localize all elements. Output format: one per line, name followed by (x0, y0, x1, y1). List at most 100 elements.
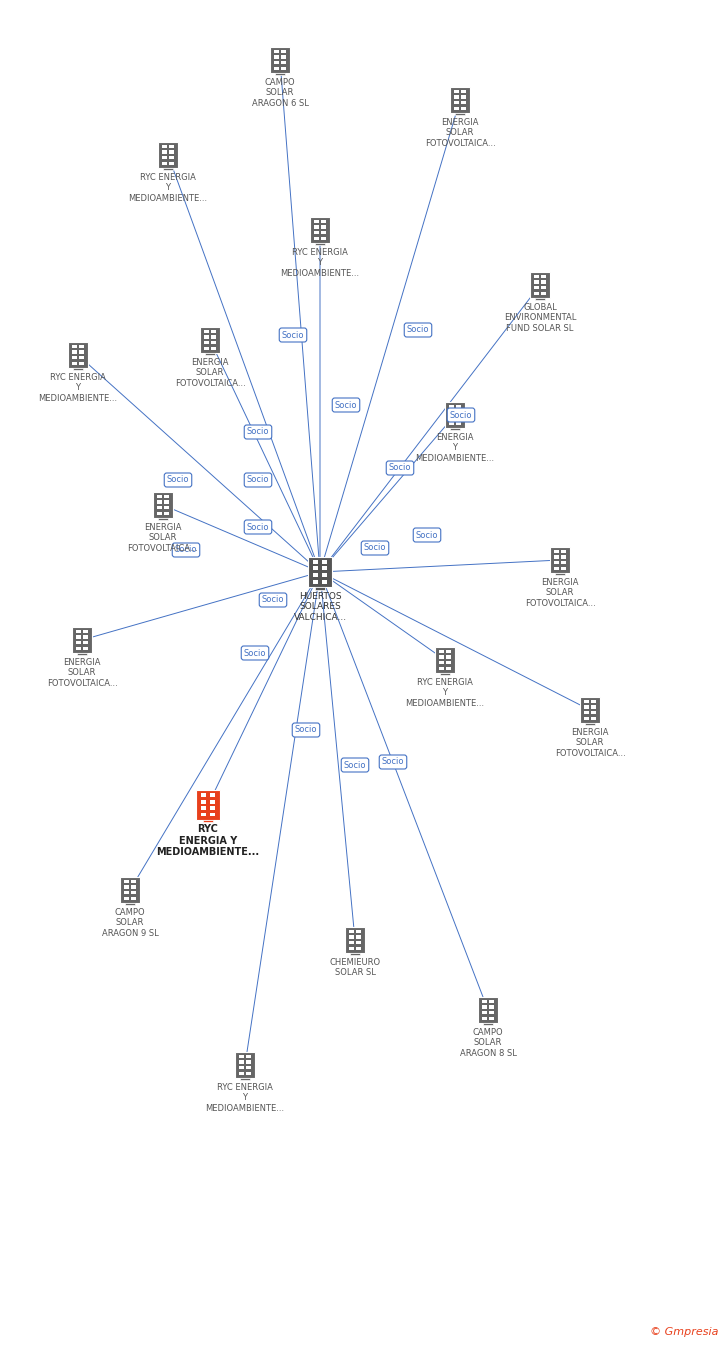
Text: Socio: Socio (262, 596, 284, 604)
Bar (157, 511, 162, 515)
Bar (456, 410, 461, 414)
Bar (239, 1072, 244, 1075)
Bar (561, 566, 566, 570)
Bar (132, 897, 136, 900)
Bar (314, 588, 325, 590)
Bar (554, 555, 558, 558)
Bar (210, 806, 215, 810)
Bar (72, 350, 76, 354)
Bar (200, 327, 220, 352)
Bar (439, 655, 443, 659)
Bar (76, 629, 81, 633)
Bar (308, 557, 332, 588)
Bar (482, 999, 486, 1003)
Bar (322, 237, 326, 239)
Bar (350, 952, 360, 955)
Bar (124, 890, 129, 894)
Bar (79, 344, 84, 348)
Bar (132, 880, 136, 884)
Bar (239, 1067, 244, 1069)
Text: Socio: Socio (282, 331, 304, 339)
Bar (211, 335, 216, 339)
Bar (584, 699, 588, 703)
Text: RYC ENERGIA
Y
MEDIOAMBIENTE...: RYC ENERGIA Y MEDIOAMBIENTE... (280, 247, 360, 278)
Bar (456, 113, 464, 114)
Bar (435, 647, 455, 672)
Text: Socio: Socio (344, 760, 366, 769)
Bar (204, 335, 209, 339)
Bar (446, 660, 451, 664)
Bar (274, 61, 279, 65)
Bar (125, 902, 135, 905)
Bar (84, 635, 88, 639)
Bar (211, 342, 216, 344)
Text: ENERGIA
SOLAR
FOTOVOLTAICA...: ENERGIA SOLAR FOTOVOLTAICA... (175, 358, 245, 387)
Bar (314, 237, 319, 239)
Bar (157, 500, 162, 504)
Text: Socio: Socio (247, 476, 269, 484)
Bar (550, 547, 570, 573)
Bar (322, 560, 327, 564)
Bar (357, 935, 361, 939)
Bar (210, 794, 215, 798)
Text: CAMPO
SOLAR
ARAGON 9 SL: CAMPO SOLAR ARAGON 9 SL (102, 908, 159, 937)
Bar (584, 705, 588, 709)
Text: ENERGIA
SOLAR
FOTOVOLTAICA...: ENERGIA SOLAR FOTOVOLTAICA... (127, 523, 198, 553)
Bar (84, 642, 88, 644)
Text: Socio: Socio (244, 648, 266, 658)
Bar (349, 935, 354, 939)
Bar (313, 566, 318, 570)
Text: Socio: Socio (335, 401, 357, 409)
Bar (446, 650, 451, 654)
Bar (591, 717, 596, 720)
Bar (322, 226, 326, 229)
Bar (72, 627, 92, 652)
Bar (79, 356, 84, 359)
Bar (534, 292, 539, 295)
Bar (165, 495, 169, 498)
Bar (322, 580, 327, 584)
Bar (357, 929, 361, 933)
Bar (449, 416, 454, 420)
Bar (72, 356, 76, 359)
Bar (584, 712, 588, 714)
Text: ENERGIA
SOLAR
FOTOVOLTAICA...: ENERGIA SOLAR FOTOVOLTAICA... (555, 728, 625, 757)
Bar (310, 217, 330, 243)
Bar (204, 342, 209, 344)
Bar (77, 652, 87, 655)
Bar (456, 422, 461, 425)
Bar (322, 231, 326, 234)
Bar (345, 927, 365, 952)
Bar (313, 560, 318, 564)
Bar (72, 344, 76, 348)
Bar (450, 87, 470, 113)
Bar (246, 1072, 251, 1075)
Bar (530, 272, 550, 297)
Bar (314, 219, 319, 223)
Text: Socio: Socio (364, 543, 387, 553)
Bar (357, 947, 361, 950)
Text: CAMPO
SOLAR
ARAGON 6 SL: CAMPO SOLAR ARAGON 6 SL (252, 78, 309, 108)
Bar (204, 330, 209, 334)
Bar (536, 297, 545, 300)
Bar (239, 1054, 244, 1059)
Bar (202, 812, 206, 816)
Bar (449, 405, 454, 408)
Text: GLOBAL
ENVIRONMENTAL
FUND SOLAR SL: GLOBAL ENVIRONMENTAL FUND SOLAR SL (504, 303, 576, 332)
Bar (165, 500, 169, 504)
Bar (76, 647, 81, 650)
Bar (454, 90, 459, 93)
Text: ENERGIA
SOLAR
FOTOVOLTAICA...: ENERGIA SOLAR FOTOVOLTAICA... (47, 658, 117, 687)
Bar (170, 161, 174, 165)
Bar (439, 667, 443, 670)
Bar (211, 347, 216, 350)
Bar (482, 1005, 486, 1009)
Text: RYC ENERGIA
Y
MEDIOAMBIENTE...: RYC ENERGIA Y MEDIOAMBIENTE... (205, 1083, 285, 1112)
Text: Socio: Socio (295, 725, 317, 734)
Bar (240, 1077, 250, 1080)
Bar (157, 506, 162, 510)
Bar (349, 929, 354, 933)
Bar (322, 573, 327, 577)
Bar (349, 941, 354, 944)
Bar (322, 219, 326, 223)
